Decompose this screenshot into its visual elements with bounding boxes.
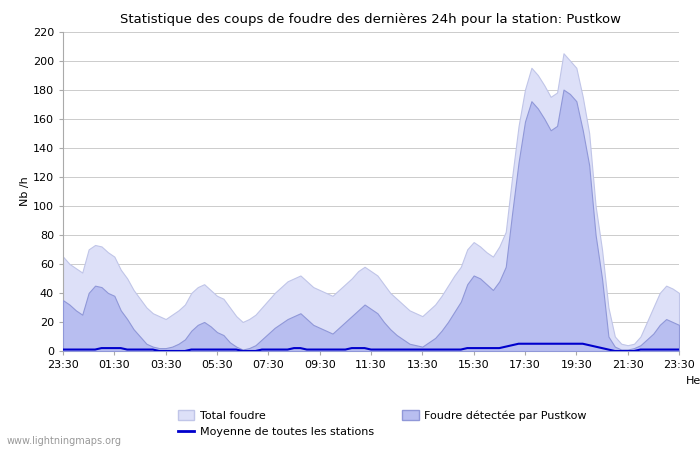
Legend: Total foudre, Moyenne de toutes les stations, Foudre détectée par Pustkow: Total foudre, Moyenne de toutes les stat… bbox=[174, 406, 591, 441]
Text: www.lightningmaps.org: www.lightningmaps.org bbox=[7, 436, 122, 446]
Text: Heure: Heure bbox=[686, 376, 700, 386]
Y-axis label: Nb /h: Nb /h bbox=[20, 176, 30, 206]
Title: Statistique des coups de foudre des dernières 24h pour la station: Pustkow: Statistique des coups de foudre des dern… bbox=[120, 13, 622, 26]
